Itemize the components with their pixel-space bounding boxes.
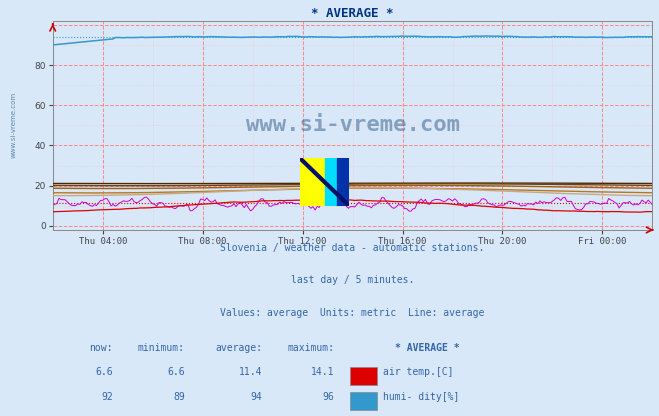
Text: maximum:: maximum: [287, 343, 335, 353]
Bar [300, 158, 325, 206]
FancyBboxPatch shape [349, 367, 376, 386]
Text: 6.6: 6.6 [167, 367, 185, 377]
Text: 6.6: 6.6 [95, 367, 113, 377]
Text: 11.4: 11.4 [239, 367, 262, 377]
Text: 96: 96 [323, 392, 335, 402]
Text: air temp.[C]: air temp.[C] [382, 367, 453, 377]
Text: www.si-vreme.com: www.si-vreme.com [246, 115, 459, 135]
Text: * AVERAGE *: * AVERAGE * [395, 343, 459, 353]
Text: 89: 89 [173, 392, 185, 402]
Text: www.si-vreme.com: www.si-vreme.com [11, 92, 16, 158]
Text: humi- dity[%]: humi- dity[%] [382, 392, 459, 402]
Text: Values: average  Units: metric  Line: average: Values: average Units: metric Line: aver… [220, 308, 485, 318]
Text: 92: 92 [101, 392, 113, 402]
Title: * AVERAGE *: * AVERAGE * [311, 7, 394, 20]
Text: 94: 94 [251, 392, 262, 402]
Text: average:: average: [215, 343, 262, 353]
Text: now:: now: [89, 343, 113, 353]
Text: minimum:: minimum: [138, 343, 185, 353]
Bar [337, 158, 349, 206]
Bar [325, 158, 337, 206]
Text: Slovenia / weather data - automatic stations.: Slovenia / weather data - automatic stat… [220, 243, 485, 253]
FancyBboxPatch shape [349, 392, 376, 410]
Text: 14.1: 14.1 [311, 367, 335, 377]
Text: last day / 5 minutes.: last day / 5 minutes. [291, 275, 415, 285]
